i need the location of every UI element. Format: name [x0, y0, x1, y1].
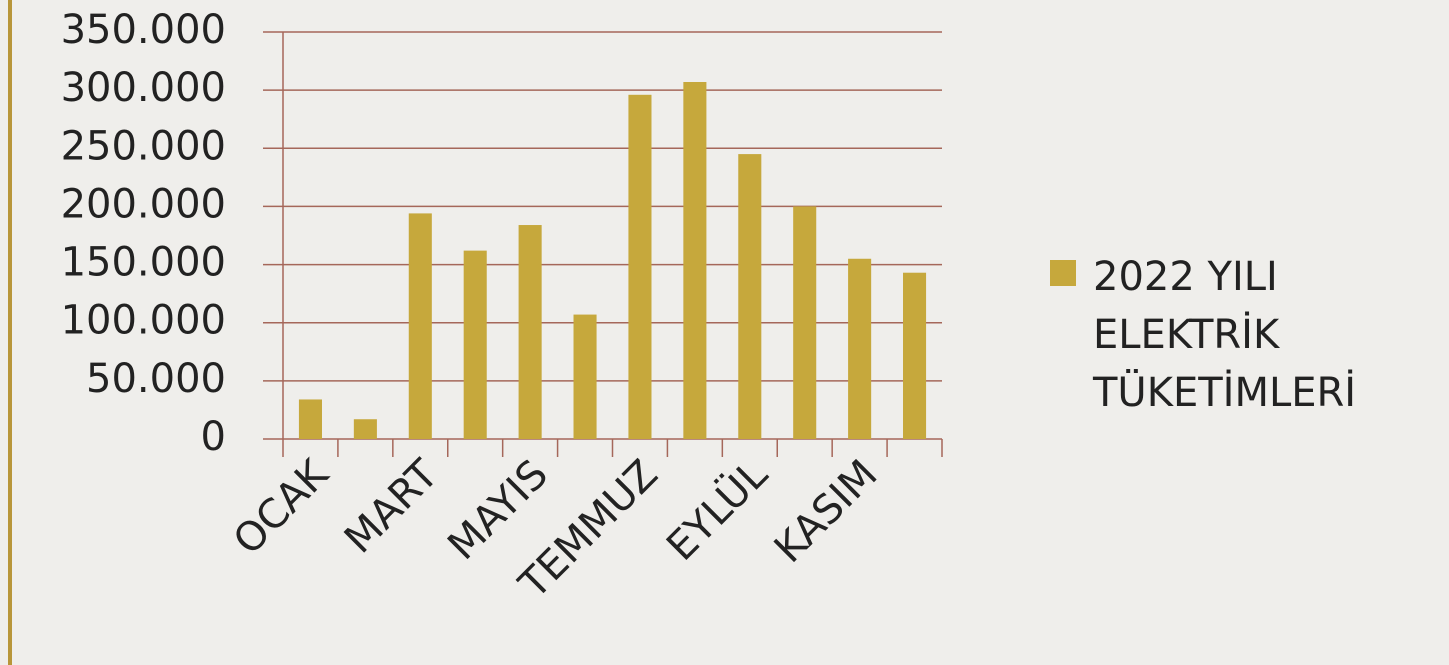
frame-edge [8, 0, 12, 665]
bar [408, 213, 432, 439]
y-tick-label: 350.000 [61, 7, 226, 53]
bar [298, 399, 322, 439]
bar [738, 154, 762, 439]
bar [573, 314, 597, 439]
y-tick-label: 150.000 [61, 240, 226, 286]
bar [353, 419, 377, 439]
bar [518, 225, 542, 439]
bar [628, 94, 652, 440]
y-tick-label: 0 [201, 414, 226, 460]
bar [463, 250, 487, 439]
x-tick-label: EYLÜL [657, 449, 777, 569]
y-tick-label: 300.000 [61, 65, 226, 111]
legend-label: 2022 YILI ELEKTRİK TÜKETİMLERİ [1093, 254, 1357, 416]
bar [848, 258, 872, 439]
bar [903, 272, 927, 439]
y-tick-label: 250.000 [61, 123, 226, 169]
x-tick-label: OCAK [225, 450, 339, 564]
y-tick-label: 50.000 [86, 356, 226, 402]
y-tick-label: 200.000 [61, 181, 226, 227]
x-tick-label: MART [336, 451, 448, 563]
y-tick-label: 100.000 [61, 298, 226, 344]
x-tick-label: KASIM [766, 451, 887, 572]
bar [793, 206, 817, 439]
bar [683, 82, 707, 439]
legend-swatch [1050, 260, 1076, 286]
